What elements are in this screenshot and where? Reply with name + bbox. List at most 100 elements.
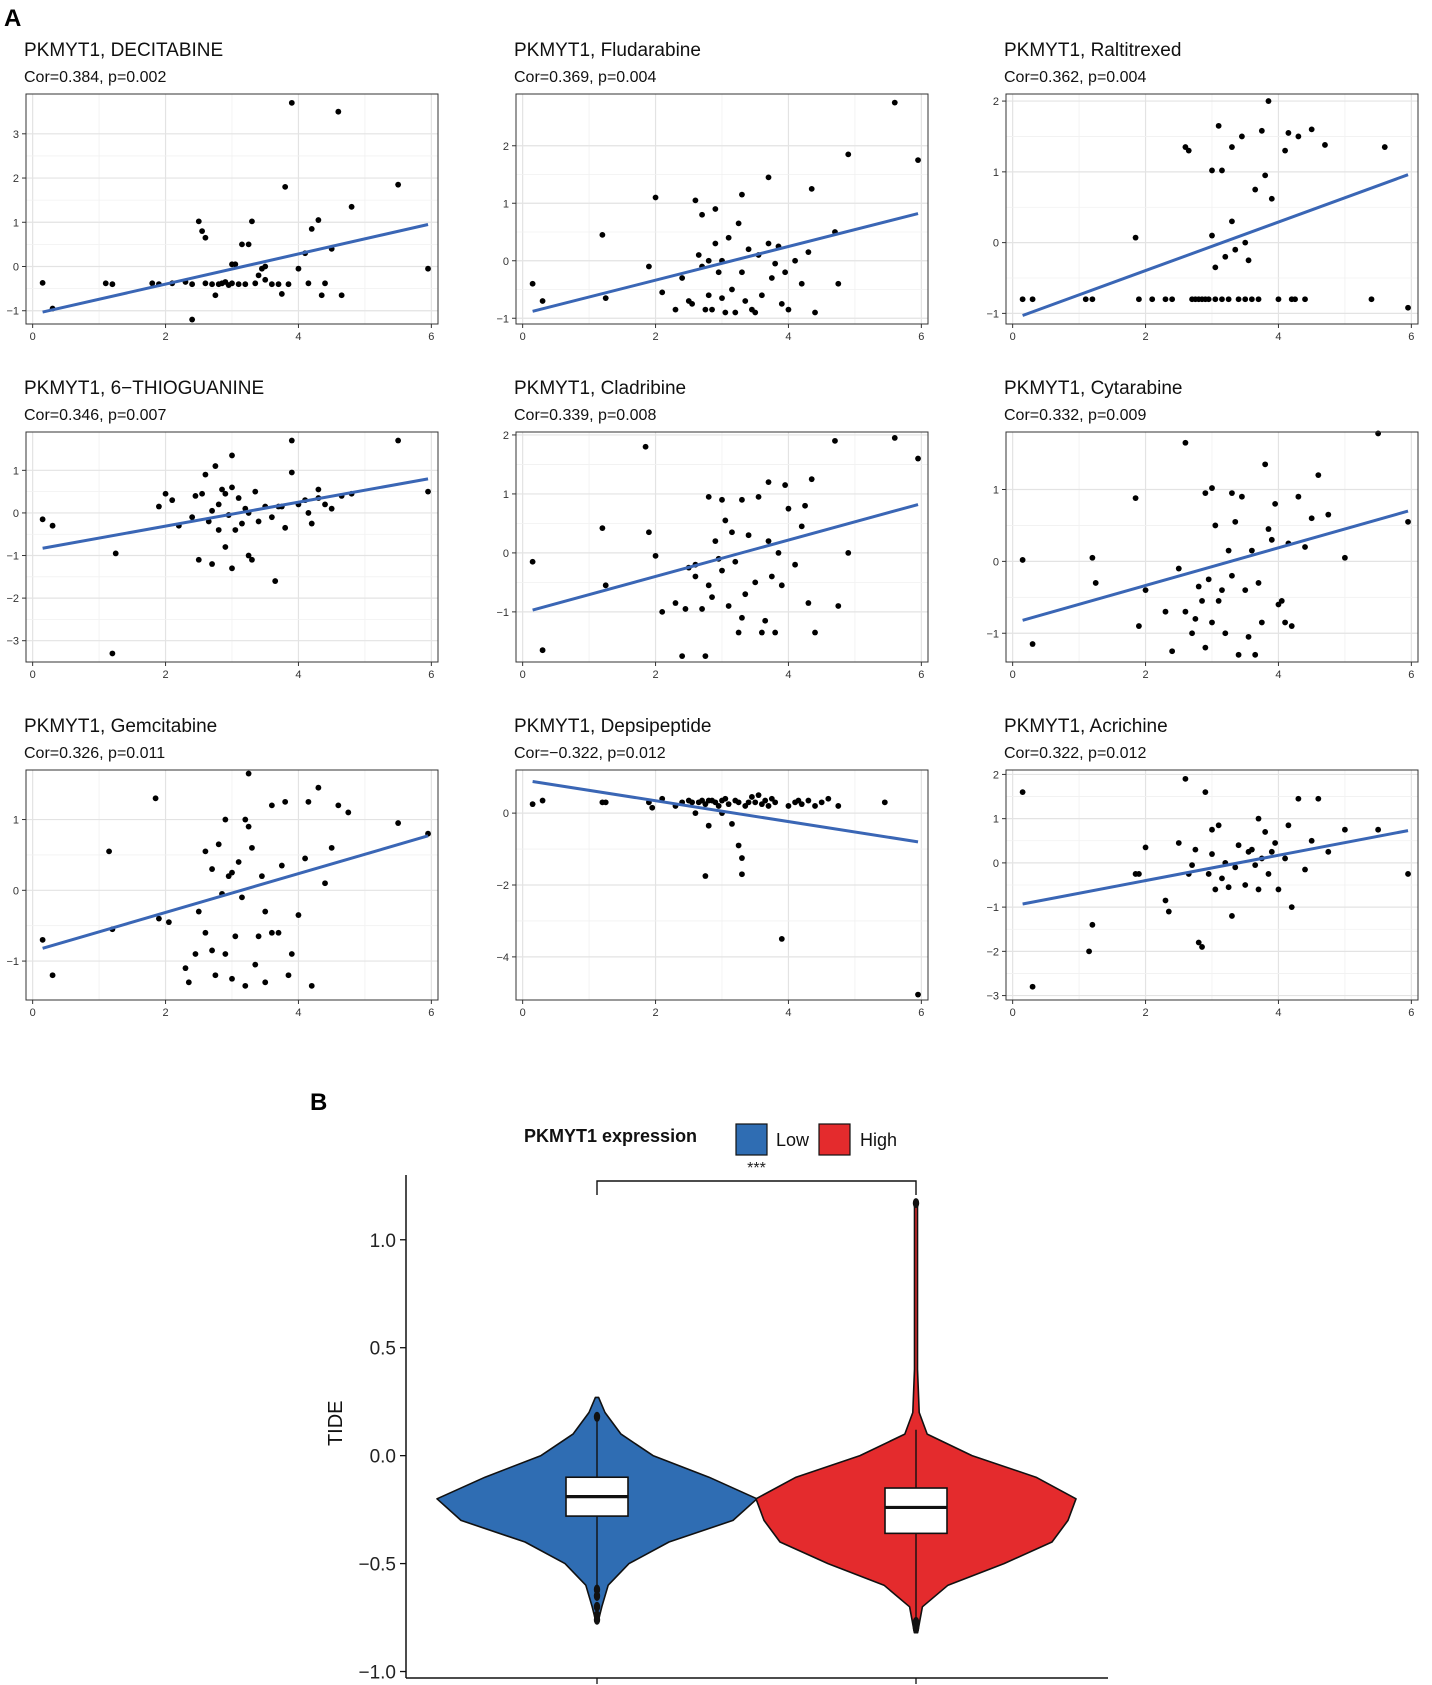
data-point — [735, 629, 742, 636]
data-point — [278, 291, 285, 297]
data-point — [189, 514, 196, 521]
data-point — [245, 241, 252, 248]
data-point — [229, 280, 235, 287]
data-point — [202, 471, 209, 478]
data-point — [189, 281, 196, 288]
data-point — [1288, 623, 1295, 629]
data-point — [229, 975, 235, 982]
x-tick-label: 6 — [428, 331, 434, 343]
data-point — [1308, 515, 1315, 522]
scatter-panels: PKMYT1, DECITABINE Cor=0.384, p=0.002 0 2 4 6… — [6, 40, 1419, 1019]
data-point — [249, 844, 255, 851]
data-point — [705, 493, 712, 500]
data-point — [1219, 587, 1225, 594]
chart-title: PKMYT1, Raltitrexed — [1004, 40, 1181, 61]
x-tick-label: 0 — [520, 331, 526, 343]
data-point — [395, 437, 402, 444]
data-point — [272, 578, 279, 584]
data-point — [1375, 430, 1382, 437]
data-point — [715, 803, 722, 809]
data-point — [1232, 246, 1239, 253]
data-point — [295, 912, 302, 918]
data-point — [1175, 840, 1182, 846]
data-point — [1295, 795, 1302, 802]
y-tick-label: 2 — [503, 141, 509, 153]
data-point — [765, 174, 772, 181]
data-point — [1199, 598, 1205, 604]
data-point — [752, 799, 759, 806]
y-tick-label: −1 — [6, 956, 19, 968]
violin-panel: PKMYT1 expression Low High −1.0 −0.5 0.0 0.5 1.… — [325, 1123, 1108, 1684]
data-point — [722, 309, 729, 316]
data-point — [1162, 608, 1169, 615]
plot-border — [515, 769, 929, 1001]
data-point — [602, 799, 609, 806]
y-tick-label: −0.5 — [358, 1555, 396, 1576]
data-point — [1195, 583, 1202, 590]
data-point — [255, 518, 262, 525]
regression-line — [42, 834, 429, 950]
data-point — [1405, 871, 1411, 877]
x-tick-label: 0 — [30, 1007, 36, 1019]
data-point — [1295, 133, 1302, 140]
data-point — [305, 280, 312, 287]
x-tick-label: 6 — [1408, 669, 1414, 681]
chart-subtitle: Cor=0.326, p=0.011 — [24, 745, 165, 762]
data-point — [235, 495, 242, 501]
data-point — [322, 880, 328, 887]
data-point — [539, 647, 546, 654]
data-point — [1255, 580, 1262, 586]
chart-subtitle: Cor=−0.322, p=0.012 — [514, 745, 666, 762]
x-tick-label: 0 — [520, 669, 526, 681]
data-point — [1342, 554, 1348, 561]
data-point — [1019, 789, 1026, 796]
legend-title: PKMYT1 expression — [524, 1126, 697, 1146]
data-point — [1302, 544, 1308, 550]
data-point — [762, 797, 769, 804]
data-point — [1215, 598, 1222, 604]
data-point — [262, 979, 269, 986]
data-point — [202, 234, 209, 241]
y-axis-label: TIDE — [325, 1400, 347, 1446]
data-point — [202, 848, 209, 855]
outlier-point — [593, 1590, 601, 1601]
data-point — [169, 497, 176, 504]
data-point — [239, 520, 245, 527]
data-point — [255, 933, 262, 940]
data-point — [288, 99, 295, 106]
data-point — [722, 795, 729, 802]
data-point — [742, 298, 749, 304]
data-point — [915, 991, 921, 998]
x-tick-label: 6 — [428, 669, 434, 681]
data-point — [259, 873, 265, 880]
y-tick-label: 1 — [13, 217, 19, 229]
x-tick-label: 4 — [295, 669, 301, 681]
data-point — [395, 820, 402, 826]
data-point — [719, 567, 725, 574]
y-tick-label: 1 — [503, 489, 509, 501]
data-point — [328, 844, 335, 851]
data-point — [305, 798, 312, 805]
panel-b-label: B — [310, 1089, 327, 1116]
data-point — [249, 218, 255, 225]
scatter-chart: PKMYT1, Fludarabine Cor=0.369, p=0.004 0 2 4… — [496, 40, 929, 343]
data-point — [1189, 862, 1195, 868]
data-point — [1242, 239, 1249, 246]
data-point — [1215, 122, 1222, 129]
y-tick-label: 0.5 — [370, 1339, 396, 1360]
data-point — [805, 600, 812, 606]
data-point — [712, 240, 719, 247]
data-point — [109, 650, 116, 657]
data-point — [222, 951, 229, 957]
data-point — [765, 240, 772, 247]
data-point — [539, 298, 546, 304]
data-point — [268, 802, 275, 809]
chart-subtitle: Cor=0.339, p=0.008 — [514, 407, 656, 424]
data-point — [1019, 557, 1026, 563]
data-point — [778, 300, 785, 307]
plot-border — [1005, 431, 1419, 663]
data-point — [1368, 296, 1375, 303]
violin-group — [755, 1198, 1077, 1634]
plot-border — [25, 431, 439, 663]
data-point — [765, 479, 772, 486]
